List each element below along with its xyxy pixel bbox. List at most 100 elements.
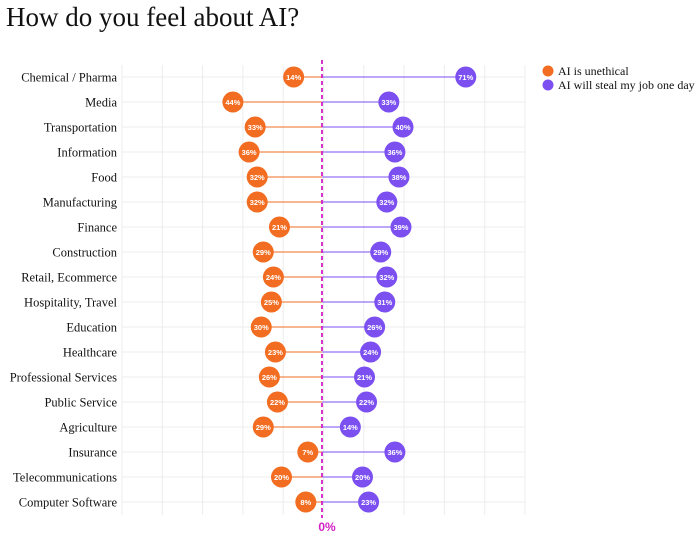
dot-label-unethical: 29% — [256, 248, 271, 257]
dot-label-unethical: 36% — [242, 148, 257, 157]
category-label: Finance — [77, 221, 117, 235]
dot-label-steal-job: 36% — [387, 148, 402, 157]
dot-label-steal-job: 71% — [458, 73, 473, 82]
dot-label-steal-job: 26% — [367, 323, 382, 332]
dot-steal-job — [388, 166, 410, 188]
category-label: Chemical / Pharma — [21, 71, 117, 85]
zero-axis: 0% — [318, 60, 336, 534]
dot-steal-job — [390, 216, 412, 238]
dot-label-unethical: 44% — [225, 98, 240, 107]
dot-label-steal-job: 33% — [381, 98, 396, 107]
dot-label-steal-job: 32% — [379, 198, 394, 207]
category-label: Retail, Ecommerce — [21, 271, 117, 285]
dot-unethical — [244, 116, 266, 138]
dot-unethical — [252, 241, 274, 263]
dot-unethical — [246, 166, 268, 188]
legend-label: AI is unethical — [558, 64, 629, 78]
category-label: Construction — [52, 246, 117, 260]
dot-label-unethical: 26% — [262, 373, 277, 382]
dot-label-unethical: 21% — [272, 223, 287, 232]
category-label: Telecommunications — [13, 471, 117, 485]
category-label: Media — [85, 96, 117, 110]
dot-label-steal-job: 14% — [343, 423, 358, 432]
dot-unethical — [262, 266, 284, 288]
dot-label-unethical: 7% — [302, 448, 313, 457]
dot-unethical — [283, 66, 305, 88]
category-label: Insurance — [68, 446, 117, 460]
category-label: Computer Software — [19, 496, 118, 510]
grid-lines — [121, 65, 526, 515]
dot-label-unethical: 33% — [248, 123, 263, 132]
dot-label-unethical: 29% — [256, 423, 271, 432]
dot-label-steal-job: 22% — [359, 398, 374, 407]
dot-unethical — [250, 316, 272, 338]
dot-label-unethical: 24% — [266, 273, 281, 282]
dot-label-steal-job: 38% — [391, 173, 406, 182]
dot-label-unethical: 32% — [250, 198, 265, 207]
dot-unethical — [238, 141, 260, 163]
legend-marker — [542, 65, 554, 77]
category-label: Public Service — [44, 396, 117, 410]
chart-title: How do you feel about AI? — [6, 2, 300, 32]
dot-label-unethical: 32% — [250, 173, 265, 182]
dot-unethical — [258, 366, 280, 388]
dot-label-steal-job: 32% — [379, 273, 394, 282]
dot-label-steal-job: 29% — [373, 248, 388, 257]
dot-unethical — [266, 391, 288, 413]
category-label: Food — [91, 171, 117, 185]
dot-label-unethical: 20% — [274, 473, 289, 482]
dot-steal-job — [356, 391, 378, 413]
category-label: Hospitality, Travel — [24, 296, 117, 310]
category-label: Information — [57, 146, 117, 160]
dot-label-unethical: 25% — [264, 298, 279, 307]
dot-steal-job — [364, 316, 386, 338]
dot-unethical — [295, 491, 317, 513]
dot-unethical — [271, 466, 292, 488]
dot-steal-job — [378, 91, 400, 113]
dot-steal-job — [354, 366, 376, 388]
legend-marker — [542, 79, 554, 91]
category-label: Manufacturing — [43, 196, 118, 210]
dot-steal-job — [352, 466, 373, 488]
dot-unethical — [252, 416, 274, 438]
dot-unethical — [297, 441, 319, 463]
dot-label-steal-job: 23% — [361, 498, 376, 507]
dot-label-steal-job: 40% — [395, 123, 410, 132]
dot-steal-job — [339, 416, 361, 438]
category-label: Education — [66, 321, 117, 335]
legend-label: AI will steal my job one day — [558, 78, 695, 92]
dot-unethical — [222, 91, 244, 113]
dot-label-unethical: 22% — [270, 398, 285, 407]
dot-unethical — [246, 191, 268, 213]
data-points: 14% 71% 44% 33% 33% 40% 36% 36% 32% 38% 32% 32% 21% 3… — [222, 66, 477, 513]
zero-axis-label: 0% — [318, 520, 336, 534]
dot-unethical — [268, 216, 290, 238]
dot-label-steal-job: 31% — [377, 298, 392, 307]
dot-label-steal-job: 39% — [393, 223, 408, 232]
dot-unethical — [264, 341, 286, 363]
dot-label-steal-job: 21% — [357, 373, 372, 382]
dot-steal-job — [370, 241, 392, 263]
dot-steal-job — [392, 116, 414, 138]
category-label: Professional Services — [10, 371, 117, 385]
category-label: Healthcare — [63, 346, 118, 360]
dot-steal-job — [384, 441, 406, 463]
dot-steal-job — [376, 191, 398, 213]
dot-unethical — [260, 291, 282, 313]
category-label: Transportation — [44, 121, 118, 135]
dot-label-unethical: 8% — [300, 498, 311, 507]
category-label: Agriculture — [59, 421, 117, 435]
dot-steal-job — [376, 266, 398, 288]
dot-label-unethical: 23% — [268, 348, 283, 357]
dot-steal-job — [358, 491, 380, 513]
dot-steal-job — [374, 291, 396, 313]
category-labels: Chemical / Pharma Media Transportation Info… — [10, 71, 118, 510]
dot-label-unethical: 14% — [286, 73, 301, 82]
dot-label-unethical: 30% — [254, 323, 269, 332]
dot-label-steal-job: 20% — [355, 473, 370, 482]
dot-steal-job — [360, 341, 382, 363]
dot-steal-job — [384, 141, 406, 163]
dot-label-steal-job: 24% — [363, 348, 378, 357]
